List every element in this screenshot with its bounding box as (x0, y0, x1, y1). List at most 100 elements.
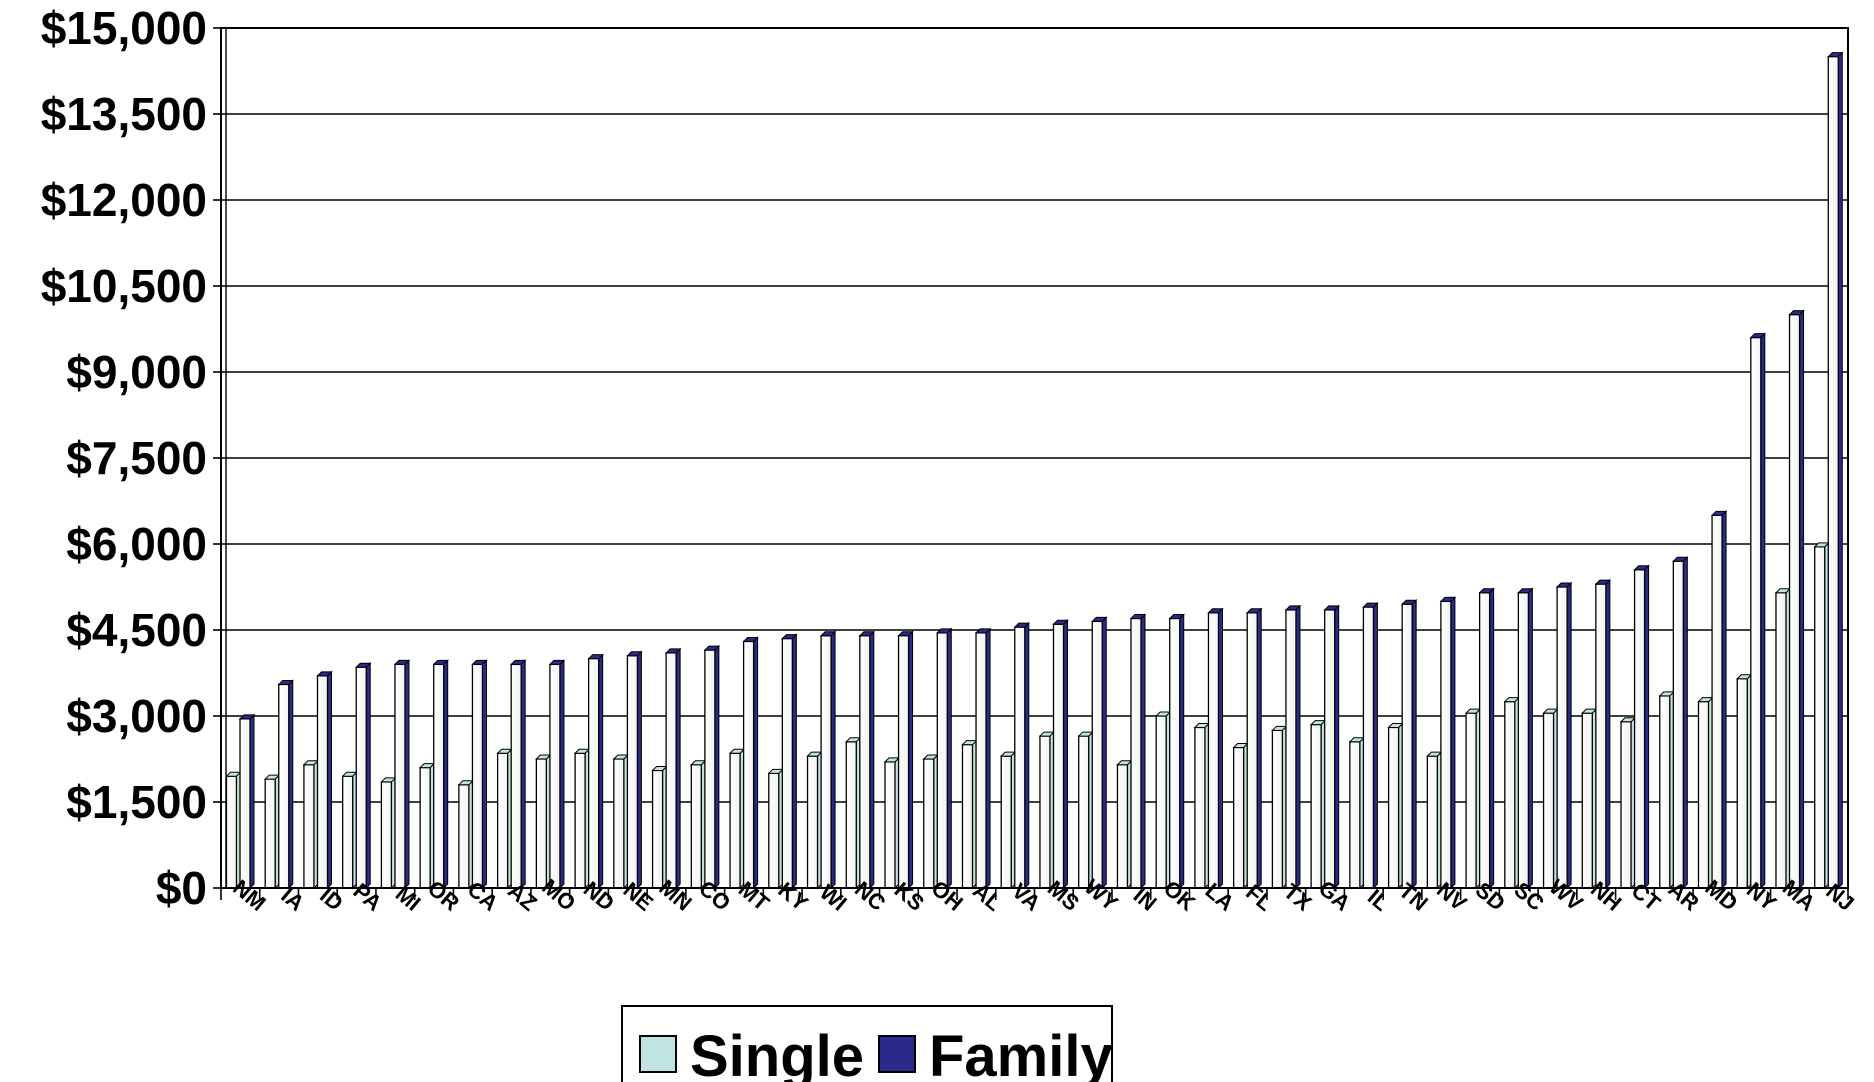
bar-single-la (1193, 722, 1211, 890)
bar-family-va (1013, 621, 1030, 890)
bar-family-ct (1633, 564, 1650, 890)
bar-single-mi (380, 776, 397, 890)
bar-single-sd (1464, 707, 1482, 890)
bar-family-az (509, 659, 527, 890)
bar-family-mn (664, 647, 682, 890)
bar-family-nh (1594, 578, 1612, 890)
bar-single-nd (573, 748, 591, 890)
bar-single-id (302, 759, 320, 890)
bar-single-tx (1271, 725, 1288, 890)
bar-single-sc (1503, 696, 1521, 890)
bar-single-nh (1581, 707, 1598, 890)
bar-family-ia (277, 679, 294, 890)
bar-family-pa (355, 662, 372, 890)
bar-family-mo (548, 659, 566, 890)
legend-swatch-family (878, 1035, 916, 1073)
bar-single-co (690, 759, 707, 890)
y-tick-label: $7,500 (66, 432, 207, 484)
legend-swatch-single (639, 1035, 677, 1073)
bar-family-mi (393, 659, 411, 890)
bar-family-ms (1052, 619, 1069, 890)
bar-family-la (1207, 607, 1224, 890)
bar-single-ca (457, 779, 475, 890)
bar-single-ky (767, 768, 784, 890)
y-tick-label: $9,000 (66, 346, 207, 398)
bar-single-ar (1658, 690, 1675, 890)
bar-family-nd (587, 653, 604, 890)
y-tick-label: $13,500 (41, 88, 207, 140)
bar-family-mt (742, 636, 759, 890)
bars (225, 51, 1844, 890)
bar-single-nc (845, 736, 862, 890)
bar-family-nv (1439, 596, 1457, 890)
bar-family-fl (1246, 607, 1263, 890)
y-tick-label: $3,000 (66, 690, 207, 742)
bar-family-tx (1284, 604, 1302, 890)
bar-single-fl (1232, 742, 1249, 890)
bar-family-or (432, 659, 449, 890)
bar-family-nm (238, 713, 256, 890)
bar-family-ga (1323, 604, 1340, 890)
bar-single-az (496, 748, 513, 890)
bar-family-wi (819, 630, 837, 890)
y-axis-ticks: $0 $1,500 $3,000 $4,500 $6,000 $7,500 $9,000 $1… (41, 2, 207, 914)
bar-family-sc (1517, 587, 1534, 890)
bar-single-mo (535, 753, 552, 890)
legend-box (621, 1005, 1113, 1082)
bar-single-ms (1038, 730, 1056, 890)
bar-family-id (316, 670, 333, 890)
bar-single-va (1000, 750, 1017, 890)
y-tick-label: $4,500 (66, 604, 207, 656)
legend-label-single: Single (690, 1024, 864, 1082)
bar-single-ok (1154, 710, 1172, 890)
bar-single-nj (1813, 541, 1830, 890)
bar-single-wy (1077, 730, 1094, 890)
bar-single-mt (728, 748, 746, 890)
bar-family-ca (471, 659, 488, 890)
bar-family-ks (897, 630, 914, 890)
y-tick-label: $1,500 (66, 776, 207, 828)
bar-family-il (1362, 601, 1379, 890)
bar-single-ga (1309, 719, 1327, 890)
bar-single-oh (922, 753, 939, 890)
bar-single-wi (806, 750, 823, 890)
bar-family-in (1129, 613, 1147, 890)
y-tick-label: $6,000 (66, 518, 207, 570)
bar-family-ny (1749, 332, 1767, 890)
bar-family-nc (858, 630, 876, 890)
bar-family-ma (1788, 309, 1805, 890)
bar-family-ok (1168, 613, 1185, 890)
bar-single-or (418, 762, 436, 890)
bar-single-wv (1542, 707, 1559, 890)
bar-single-ia (263, 773, 281, 890)
bar-single-in (1116, 759, 1133, 890)
bar-single-il (1348, 736, 1366, 890)
bar-single-nm (225, 770, 242, 890)
bar-family-wv (1555, 581, 1573, 890)
bar-single-ct (1619, 716, 1637, 890)
bar-single-ne (612, 753, 630, 890)
axes (213, 27, 1849, 900)
bar-single-pa (341, 770, 358, 890)
bar-family-wy (1091, 616, 1108, 890)
y-tick-label: $15,000 (41, 2, 207, 54)
bar-family-ar (1672, 555, 1689, 890)
bar-family-co (703, 644, 721, 890)
bar-family-sd (1478, 587, 1495, 890)
bar-family-al (974, 627, 992, 890)
bar-single-md (1697, 696, 1714, 890)
bar-single-ks (883, 756, 901, 890)
y-tick-label: $0 (156, 862, 207, 914)
bar-family-nj (1827, 51, 1844, 890)
y-tick-label: $12,000 (41, 174, 207, 226)
bar-family-oh (936, 627, 953, 890)
bar-family-md (1710, 510, 1728, 890)
bar-family-ky (781, 633, 798, 890)
bar-single-ny (1736, 673, 1753, 890)
bar-family-tn (1400, 598, 1418, 890)
bar-single-al (961, 739, 978, 890)
legend: Single Family (621, 1005, 1113, 1082)
legend-label-family: Family (929, 1024, 1113, 1082)
bar-single-mn (651, 765, 668, 890)
